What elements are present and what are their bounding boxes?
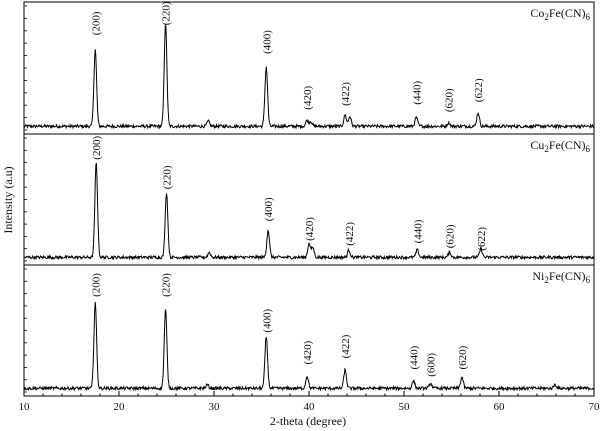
peak-label: (420)	[304, 217, 316, 241]
peak-label: (220)	[161, 273, 173, 297]
peak-label: (620)	[445, 224, 457, 248]
peak-label: (200)	[90, 273, 102, 297]
peak-label: (400)	[261, 30, 273, 54]
peak-label: (420)	[302, 86, 314, 110]
panel-cu: (200) (220) (400) (420) (422) (440) (620) (622)…	[23, 136, 595, 262]
peak-label: (622)	[476, 227, 488, 251]
panel-title: Cu2Fe(CN)6	[530, 138, 590, 154]
peak-label: (620)	[457, 345, 469, 369]
peak-label: (220)	[161, 1, 173, 25]
peak-label: (422)	[340, 334, 352, 358]
peak-label: (440)	[409, 345, 421, 369]
peak-label: (200)	[91, 136, 103, 160]
peak-label: (400)	[263, 197, 275, 221]
peak-label: (622)	[473, 78, 485, 102]
x-axis: 10 20 30 40 50 60 70	[19, 391, 600, 413]
peak-label: (600)	[426, 353, 438, 377]
x-tick-label: 30	[209, 401, 221, 413]
peak-label: (200)	[90, 11, 102, 35]
panel-ni: (200) (220) (400) (420) (422) (440) (600) (620)…	[23, 268, 595, 393]
peak-label: (440)	[411, 81, 423, 105]
x-axis-title: 2-theta (degree)	[270, 414, 346, 428]
peak-label: (620)	[444, 88, 456, 112]
panel-title: Ni2Fe(CN)6	[532, 269, 590, 285]
peak-label: (420)	[302, 340, 314, 364]
x-tick-label: 70	[589, 401, 600, 413]
peak-label: (220)	[162, 165, 174, 189]
panel-co: (200) (220) (400) (420) (422) (440) (620) (622)…	[23, 1, 595, 131]
y-axis-title: Intensity (a.u)	[1, 166, 15, 233]
plot-frame	[23, 1, 595, 397]
panel-title: Co2Fe(CN)6	[530, 6, 590, 22]
diffraction-trace	[23, 162, 595, 261]
x-tick-label: 40	[304, 401, 316, 413]
peak-label: (422)	[344, 222, 356, 246]
plot-border	[23, 1, 595, 397]
chart-panels: (200) (220) (400) (420) (422) (440) (620) (622)…	[23, 1, 595, 393]
x-tick-label: 10	[19, 401, 31, 413]
peak-label: (440)	[412, 219, 424, 243]
diffraction-trace	[23, 302, 595, 392]
x-tick-label: 20	[114, 401, 126, 413]
diffraction-trace	[23, 23, 595, 130]
x-tick-label: 50	[399, 401, 411, 413]
x-tick-label: 60	[494, 401, 506, 413]
peak-label: (422)	[340, 82, 352, 106]
peak-label: (400)	[261, 308, 273, 332]
